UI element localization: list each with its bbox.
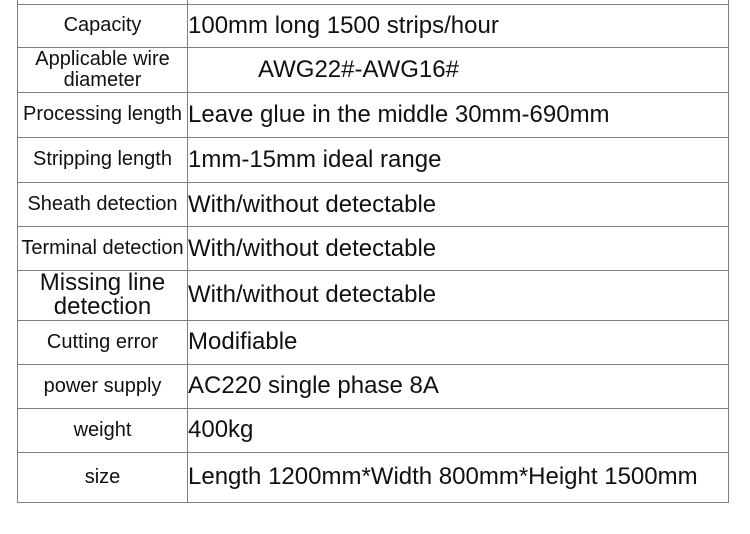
spec-table-container: Capacity 100mm long 1500 strips/hour App… (17, 0, 729, 503)
table-row: Processing length Leave glue in the midd… (17, 92, 729, 138)
spec-label: Capacity (17, 4, 188, 48)
spec-label: Cutting error (17, 319, 188, 365)
table-row: Applicable wire diameter AWG22#-AWG16# (17, 47, 729, 93)
table-row: Stripping length 1mm-15mm ideal range (17, 137, 729, 183)
table-row: Sheath detection With/without detectable (17, 182, 729, 227)
spec-label: Processing length (17, 92, 188, 138)
spec-value: With/without detectable (187, 182, 729, 227)
spec-value: Length 1200mm*Width 800mm*Height 1500mm (187, 451, 729, 503)
spec-value: With/without detectable (187, 226, 729, 271)
table-row: Missing line detection With/without dete… (17, 270, 729, 321)
spec-value: AWG22#-AWG16# (187, 47, 729, 93)
spec-label: power supply (17, 363, 188, 409)
spec-label: Applicable wire diameter (17, 47, 188, 93)
spec-value: 400kg (187, 407, 729, 453)
table-row: Terminal detection With/without detectab… (17, 226, 729, 271)
spec-value: 100mm long 1500 strips/hour (187, 4, 729, 48)
spec-value: 1mm-15mm ideal range (187, 137, 729, 183)
spec-value: AC220 single phase 8A (187, 363, 729, 409)
spec-value: Leave glue in the middle 30mm-690mm (187, 92, 729, 138)
spec-label: Missing line detection (17, 270, 188, 321)
spec-value: Modifiable (187, 319, 729, 365)
spec-label: Stripping length (17, 137, 188, 183)
table-row: size Length 1200mm*Width 800mm*Height 15… (17, 451, 729, 503)
spec-value: With/without detectable (187, 270, 729, 321)
table-row: weight 400kg (17, 407, 729, 453)
table-row: Cutting error Modifiable (17, 319, 729, 365)
spec-label: Sheath detection (17, 182, 188, 227)
spec-label: Terminal detection (17, 226, 188, 271)
spec-label: weight (17, 407, 188, 453)
spec-table: Capacity 100mm long 1500 strips/hour App… (17, 0, 729, 503)
spec-label: size (17, 451, 188, 503)
table-row: power supply AC220 single phase 8A (17, 363, 729, 409)
table-row: Capacity 100mm long 1500 strips/hour (17, 4, 729, 48)
